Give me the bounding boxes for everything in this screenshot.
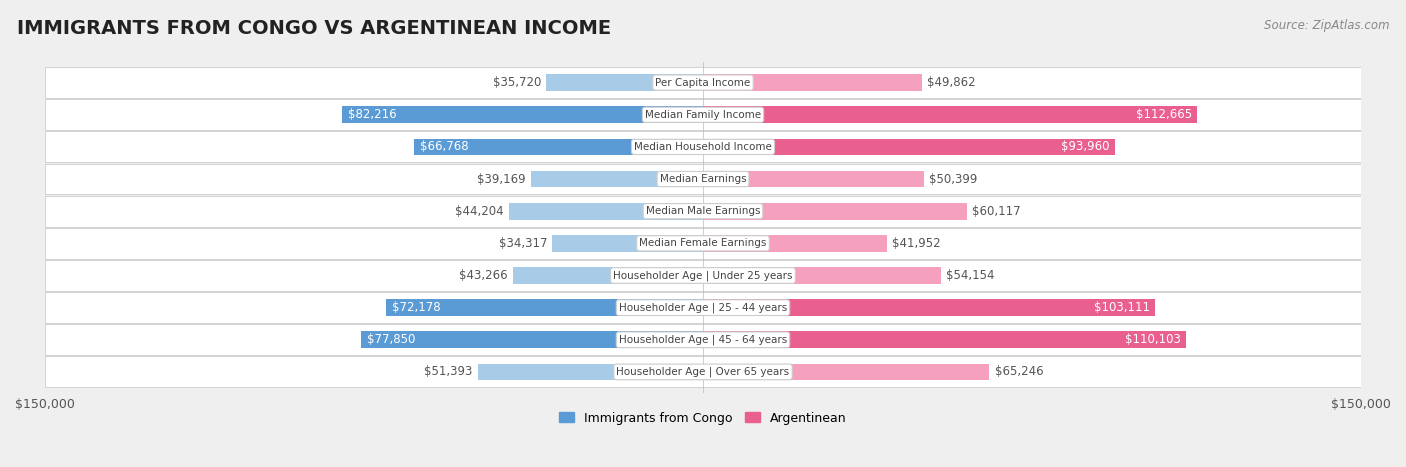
Bar bbox=[553, 235, 703, 252]
Bar bbox=[703, 267, 941, 284]
Text: Householder Age | Under 25 years: Householder Age | Under 25 years bbox=[613, 270, 793, 281]
Bar bbox=[478, 364, 703, 380]
Bar bbox=[45, 196, 1361, 226]
Text: Median Family Income: Median Family Income bbox=[645, 110, 761, 120]
Bar bbox=[45, 356, 1361, 387]
Bar bbox=[703, 364, 990, 380]
Text: $65,246: $65,246 bbox=[994, 365, 1043, 378]
Text: $93,960: $93,960 bbox=[1062, 141, 1109, 153]
Bar bbox=[703, 170, 924, 187]
Bar bbox=[531, 170, 703, 187]
Bar bbox=[387, 299, 703, 316]
Text: Median Male Earnings: Median Male Earnings bbox=[645, 206, 761, 216]
Bar bbox=[45, 260, 1361, 291]
Text: $35,720: $35,720 bbox=[492, 76, 541, 89]
Text: $34,317: $34,317 bbox=[499, 237, 547, 250]
Text: $50,399: $50,399 bbox=[929, 172, 977, 185]
Text: $43,266: $43,266 bbox=[460, 269, 508, 282]
Bar bbox=[703, 299, 1156, 316]
Text: $110,103: $110,103 bbox=[1125, 333, 1181, 346]
Bar bbox=[45, 163, 1361, 194]
Bar bbox=[45, 292, 1361, 323]
Bar bbox=[703, 74, 922, 91]
Text: $49,862: $49,862 bbox=[927, 76, 976, 89]
Bar bbox=[703, 332, 1187, 348]
Text: $72,178: $72,178 bbox=[392, 301, 440, 314]
Text: $51,393: $51,393 bbox=[423, 365, 472, 378]
Legend: Immigrants from Congo, Argentinean: Immigrants from Congo, Argentinean bbox=[554, 407, 852, 430]
Bar bbox=[513, 267, 703, 284]
Text: Per Capita Income: Per Capita Income bbox=[655, 78, 751, 88]
Text: $44,204: $44,204 bbox=[456, 205, 503, 218]
Bar bbox=[703, 139, 1115, 155]
Bar bbox=[361, 332, 703, 348]
Bar bbox=[45, 67, 1361, 98]
Bar bbox=[703, 235, 887, 252]
Bar bbox=[45, 132, 1361, 163]
Bar bbox=[342, 106, 703, 123]
Text: $112,665: $112,665 bbox=[1136, 108, 1192, 121]
Text: Median Female Earnings: Median Female Earnings bbox=[640, 238, 766, 248]
Text: $77,850: $77,850 bbox=[367, 333, 415, 346]
Text: Householder Age | Over 65 years: Householder Age | Over 65 years bbox=[616, 367, 790, 377]
Text: Householder Age | 25 - 44 years: Householder Age | 25 - 44 years bbox=[619, 302, 787, 313]
Bar bbox=[415, 139, 703, 155]
Bar bbox=[509, 203, 703, 219]
Text: IMMIGRANTS FROM CONGO VS ARGENTINEAN INCOME: IMMIGRANTS FROM CONGO VS ARGENTINEAN INC… bbox=[17, 19, 612, 38]
Text: $60,117: $60,117 bbox=[972, 205, 1021, 218]
Text: $39,169: $39,169 bbox=[477, 172, 526, 185]
Bar bbox=[45, 228, 1361, 259]
Bar bbox=[45, 325, 1361, 355]
Bar bbox=[547, 74, 703, 91]
Text: Median Household Income: Median Household Income bbox=[634, 142, 772, 152]
Text: $54,154: $54,154 bbox=[946, 269, 994, 282]
Text: $41,952: $41,952 bbox=[893, 237, 941, 250]
Bar bbox=[703, 106, 1198, 123]
Text: Median Earnings: Median Earnings bbox=[659, 174, 747, 184]
Text: $103,111: $103,111 bbox=[1094, 301, 1150, 314]
Text: Source: ZipAtlas.com: Source: ZipAtlas.com bbox=[1264, 19, 1389, 32]
Text: Householder Age | 45 - 64 years: Householder Age | 45 - 64 years bbox=[619, 334, 787, 345]
Bar bbox=[45, 99, 1361, 130]
Bar bbox=[703, 203, 967, 219]
Text: $82,216: $82,216 bbox=[347, 108, 396, 121]
Text: $66,768: $66,768 bbox=[420, 141, 468, 153]
